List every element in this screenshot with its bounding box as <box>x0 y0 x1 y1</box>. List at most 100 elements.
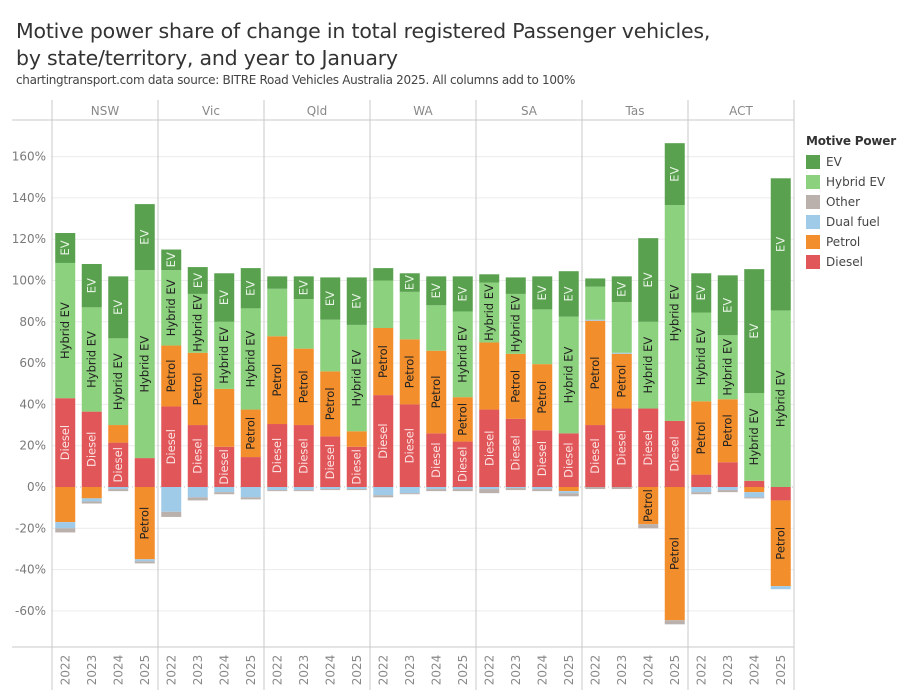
segment-diesel <box>638 408 659 487</box>
y-tick-label: 100% <box>12 274 46 288</box>
segment-ev <box>770 178 791 311</box>
segment-petrol <box>161 345 182 407</box>
y-tick-label: 60% <box>19 356 46 370</box>
segment-label: Diesel <box>482 431 496 466</box>
segment-petrol <box>293 348 314 426</box>
segment-label: EV <box>191 273 205 288</box>
y-tick-label: 140% <box>12 191 46 205</box>
segment-dual-fuel <box>240 487 261 498</box>
segment-petrol <box>55 487 76 523</box>
bar-nsw-2022: Diesel Hybrid EV EV <box>55 233 76 533</box>
legend-item-petrol[interactable]: Petrol <box>806 232 896 252</box>
bar-act-2023: Petrol Hybrid EV EV <box>717 275 738 493</box>
bar-tas-2022: Diesel Petrol <box>585 278 606 490</box>
segment-label: EV <box>747 323 761 338</box>
legend-item-diesel[interactable]: Diesel <box>806 252 896 272</box>
segment-ev <box>187 267 208 294</box>
bar-sa-2024: Diesel Petrol EV <box>532 276 553 492</box>
segment-label: Diesel <box>535 441 549 476</box>
bar-vic-2023: Diesel Petrol Hybrid EV EV <box>187 267 208 501</box>
segment-ev <box>346 277 367 325</box>
legend-item-dual-fuel[interactable]: Dual fuel <box>806 212 896 232</box>
segment-ev <box>532 276 553 310</box>
segment-ev <box>108 276 129 339</box>
segment-other <box>134 561 155 564</box>
segment-label: Petrol <box>774 527 788 560</box>
segment-label: Diesel <box>562 442 576 477</box>
segment-label: EV <box>111 300 125 315</box>
segment-dual-fuel <box>505 487 526 489</box>
segment-ev <box>452 276 473 312</box>
segment-hybrid-ev <box>532 309 553 365</box>
segment-label: Petrol <box>588 356 602 389</box>
segment-hybrid-ev <box>373 280 394 328</box>
y-tick-label: -60% <box>15 604 46 618</box>
segment-other <box>346 489 367 491</box>
segment-other <box>479 489 500 494</box>
segment-petrol <box>505 353 526 419</box>
segment-label: Diesel <box>323 444 337 479</box>
bar-vic-2024: Diesel Hybrid EV EV <box>214 273 235 495</box>
segment-diesel <box>240 457 261 487</box>
segment-other <box>558 493 579 497</box>
legend-swatch <box>806 195 820 209</box>
segment-hybrid-ev <box>717 335 738 400</box>
segment-label: EV <box>403 275 417 290</box>
segment-petrol <box>346 431 367 447</box>
segment-hybrid-ev <box>267 288 288 337</box>
segment-petrol <box>81 487 102 499</box>
y-tick-label: 0% <box>27 480 46 494</box>
legend-item-other[interactable]: Other <box>806 192 896 212</box>
segment-label: EV <box>217 290 231 305</box>
segment-ev <box>505 277 526 294</box>
segment-ev <box>399 273 420 292</box>
x-tick-label: 2025 <box>456 655 470 686</box>
legend-title: Motive Power <box>806 134 896 148</box>
segment-label: Hybrid EV <box>668 285 682 342</box>
segment-dual-fuel <box>717 487 738 491</box>
segment-diesel <box>373 395 394 487</box>
chart-title: Motive power share of change in total re… <box>16 19 711 70</box>
segment-petrol <box>558 487 579 492</box>
segment-hybrid-ev <box>770 310 791 487</box>
segment-petrol <box>664 487 685 621</box>
segment-hybrid-ev <box>81 307 102 412</box>
legend-item-hybrid-ev[interactable]: Hybrid EV <box>806 172 896 192</box>
segment-dual-fuel <box>134 559 155 562</box>
x-tick-label: 2023 <box>509 655 523 686</box>
legend-item-ev[interactable]: EV <box>806 152 896 172</box>
segment-dual-fuel <box>532 487 553 490</box>
segment-other <box>532 489 553 492</box>
segment-diesel <box>426 433 447 487</box>
segment-dual-fuel <box>187 487 208 498</box>
segment-hybrid-ev <box>293 299 314 349</box>
segment-other <box>426 489 447 492</box>
panel-header-tas: Tas <box>625 104 645 118</box>
segment-label: Diesel <box>297 438 311 473</box>
x-tick-label: 2025 <box>350 655 364 686</box>
segment-dual-fuel <box>558 491 579 494</box>
segment-label: Hybrid EV <box>641 337 655 394</box>
panel-header-act: ACT <box>729 104 753 118</box>
segment-hybrid-ev <box>664 205 685 421</box>
segment-petrol <box>399 339 420 405</box>
segment-label: Diesel <box>350 449 364 484</box>
segment-label: Petrol <box>297 370 311 403</box>
bar-tas-2023: Diesel Petrol EV <box>611 276 632 490</box>
x-tick-label: 2024 <box>747 655 761 686</box>
segment-label: Petrol <box>244 417 258 450</box>
segment-label: EV <box>138 229 152 244</box>
segment-diesel <box>691 474 712 487</box>
segment-label: Diesel <box>376 423 390 458</box>
segment-label: Diesel <box>641 430 655 465</box>
segment-dual-fuel <box>214 487 235 493</box>
segment-label: Hybrid EV <box>774 370 788 427</box>
segment-diesel <box>161 406 182 487</box>
segment-label: Hybrid EV <box>721 339 735 396</box>
bar-tas-2024: Diesel Petrol Hybrid EV EV <box>638 238 659 529</box>
segment-diesel <box>558 433 579 487</box>
segment-dual-fuel <box>691 487 712 493</box>
segment-hybrid-ev <box>585 286 606 320</box>
legend-label: Hybrid EV <box>826 175 886 189</box>
segment-label: Hybrid EV <box>138 336 152 393</box>
